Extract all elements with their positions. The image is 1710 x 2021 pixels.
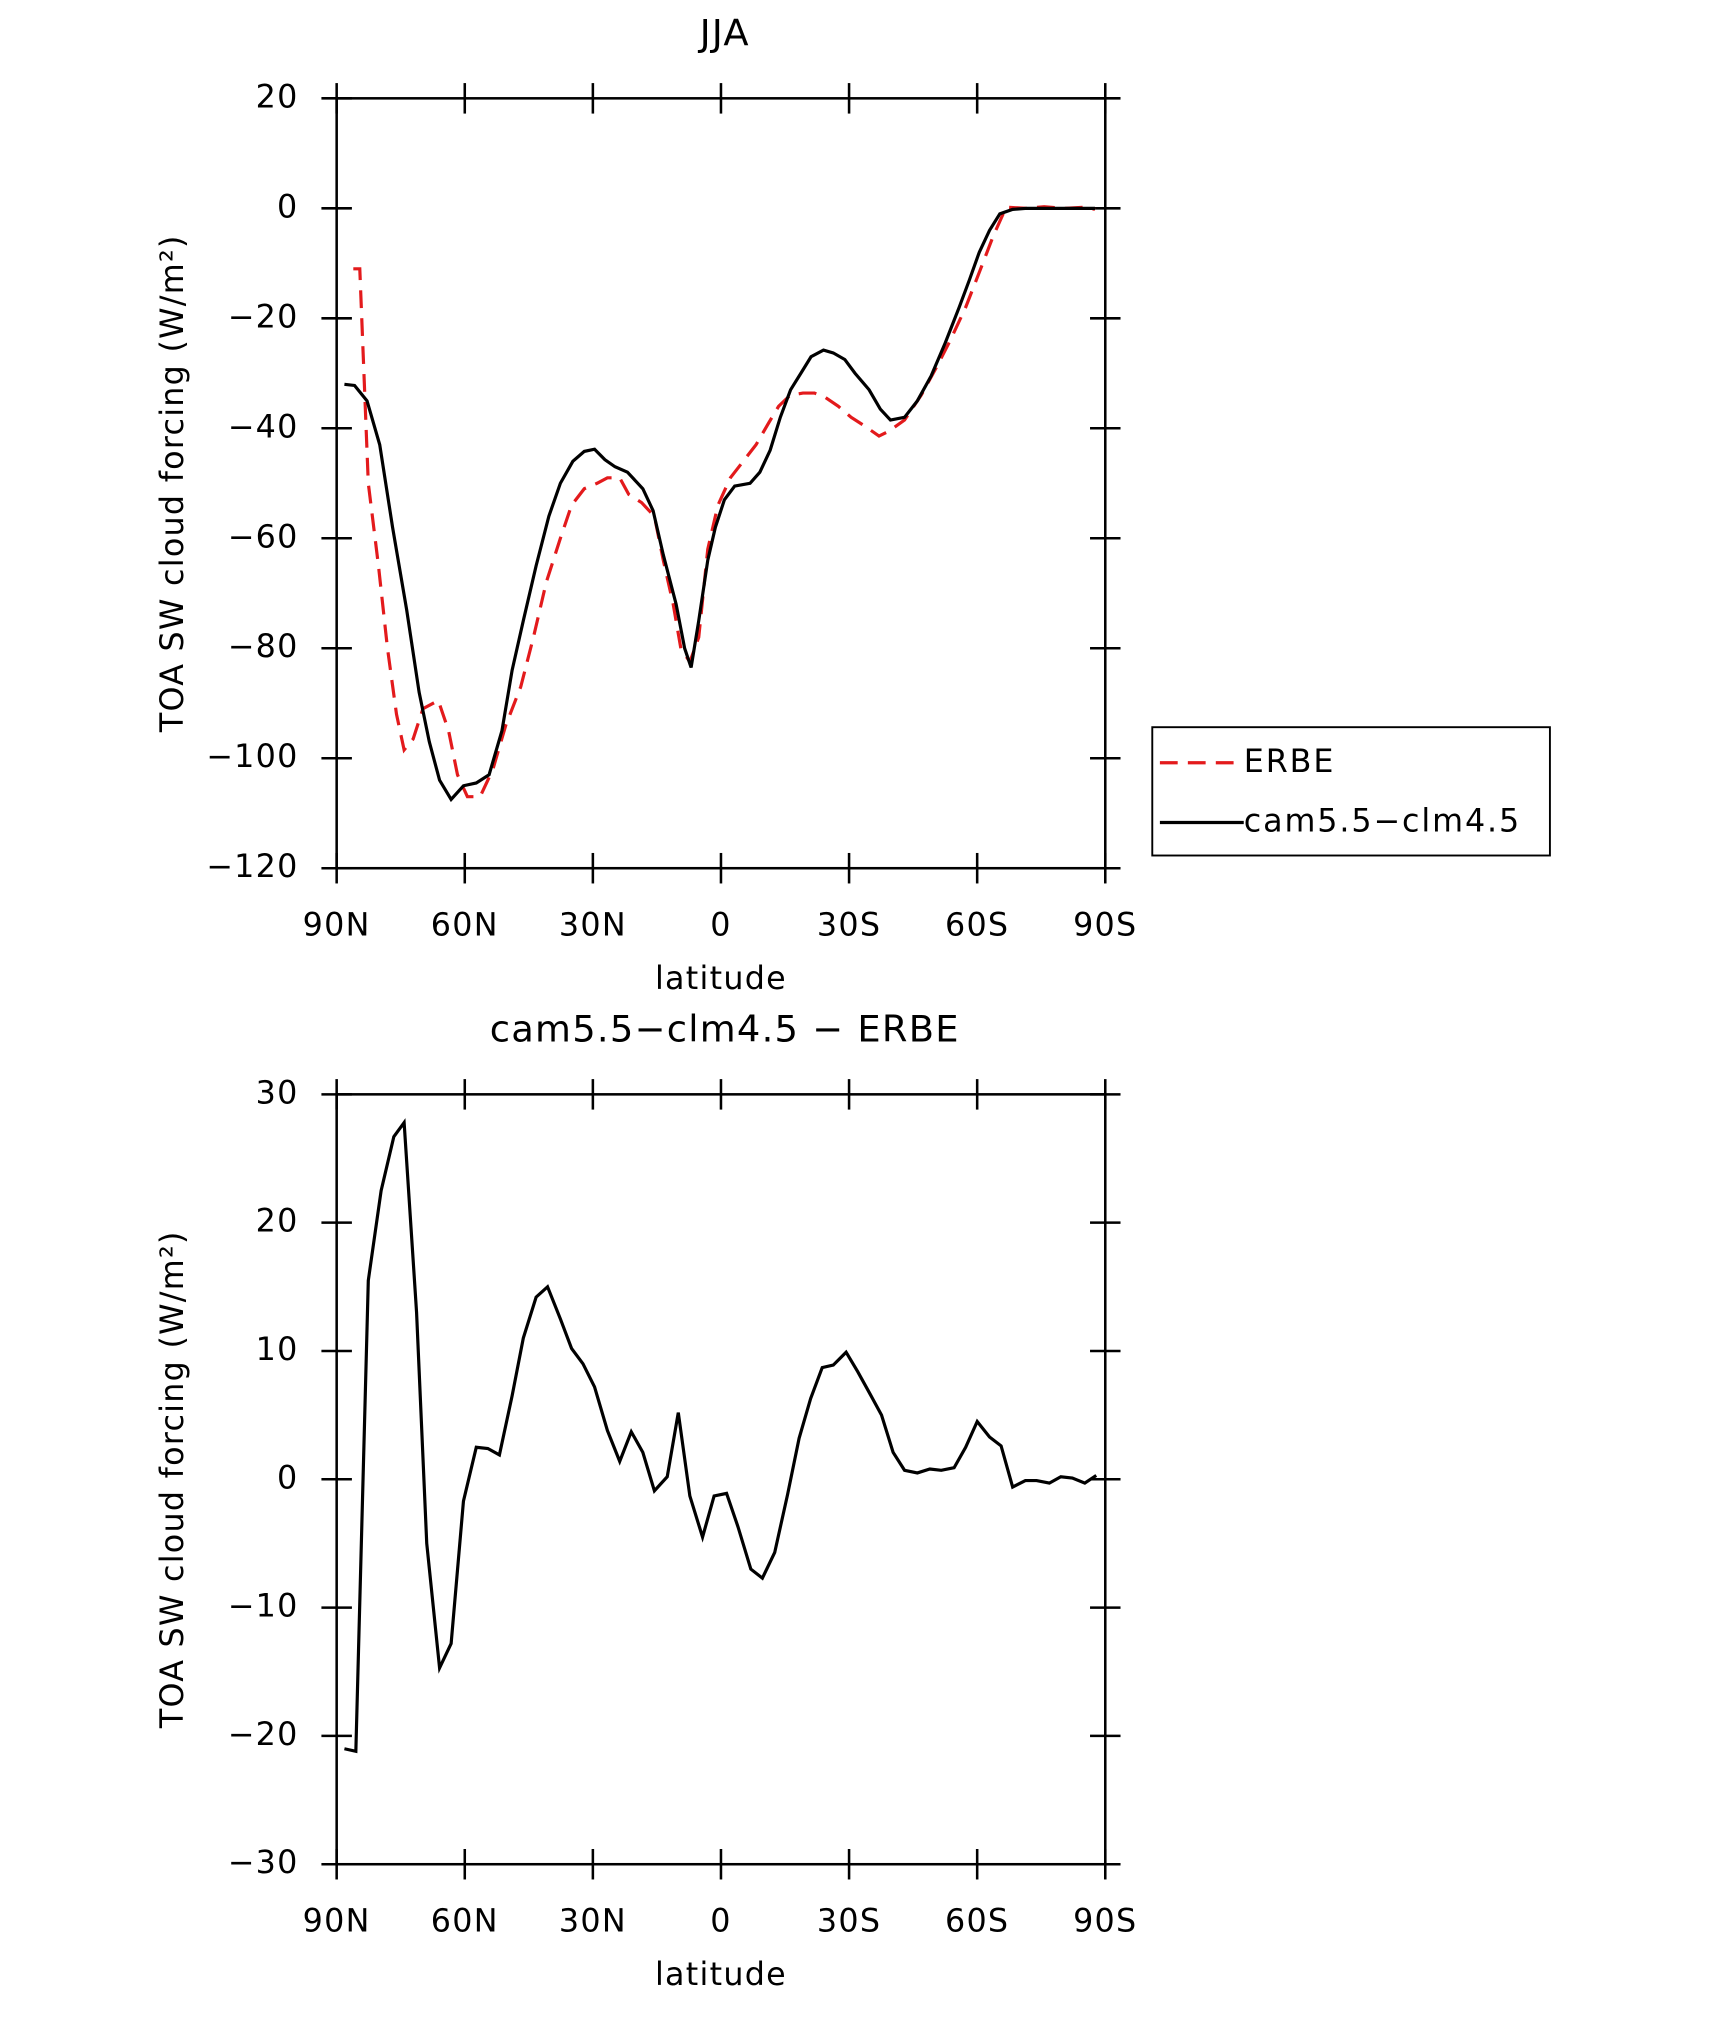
x-tick-label: 0	[710, 908, 731, 944]
y-tick-label: 30	[256, 1075, 299, 1111]
chart-title: cam5.5−clm4.5 − ERBE	[490, 1007, 960, 1050]
x-tick-label: 0	[710, 1904, 731, 1940]
y-tick-label: 10	[256, 1332, 299, 1368]
plot-frame	[335, 1093, 1107, 1866]
x-tick-label: 60S	[945, 908, 1009, 944]
y-tick-label: −10	[228, 1589, 299, 1625]
y-tick-label: −60	[228, 519, 299, 555]
x-tick-label: 30N	[559, 1904, 627, 1940]
x-tick-label: 60S	[945, 1904, 1009, 1940]
legend-label: cam5.5−clm4.5	[1244, 803, 1521, 839]
legend-label: ERBE	[1244, 744, 1336, 780]
x-tick-label: 30N	[559, 908, 627, 944]
y-tick-label: −120	[206, 849, 298, 885]
data-line	[344, 206, 1095, 803]
y-tick-label: −40	[228, 409, 299, 445]
chart-title: JJA	[698, 11, 750, 54]
y-tick-label: −20	[228, 1717, 299, 1753]
x-tick-label: 60N	[431, 908, 499, 944]
x-tick-label: 90S	[1073, 908, 1137, 944]
x-tick-label: 90S	[1073, 1904, 1137, 1940]
y-tick-label: −100	[206, 739, 298, 775]
plot-frame	[335, 97, 1107, 870]
y-tick-label: 20	[256, 1204, 299, 1240]
y-axis-label: TOA SW cloud forcing (W/m²)	[155, 234, 191, 733]
x-tick-label: 90N	[303, 908, 371, 944]
y-tick-label: −30	[228, 1845, 299, 1881]
y-tick-label: −80	[228, 629, 299, 665]
y-axis-label: TOA SW cloud forcing (W/m²)	[155, 1230, 191, 1729]
x-tick-label: 90N	[303, 1904, 371, 1940]
data-line	[344, 1118, 1098, 1754]
x-axis-label: latitude	[655, 1957, 787, 1993]
y-tick-label: 20	[256, 79, 299, 115]
x-tick-label: 30S	[817, 908, 881, 944]
x-tick-label: 30S	[817, 1904, 881, 1940]
y-tick-label: 0	[277, 189, 298, 225]
legend-box	[1151, 726, 1551, 857]
x-axis-label: latitude	[655, 961, 787, 997]
y-tick-label: −20	[228, 299, 299, 335]
x-tick-label: 60N	[431, 1904, 499, 1940]
y-tick-label: 0	[277, 1460, 298, 1496]
